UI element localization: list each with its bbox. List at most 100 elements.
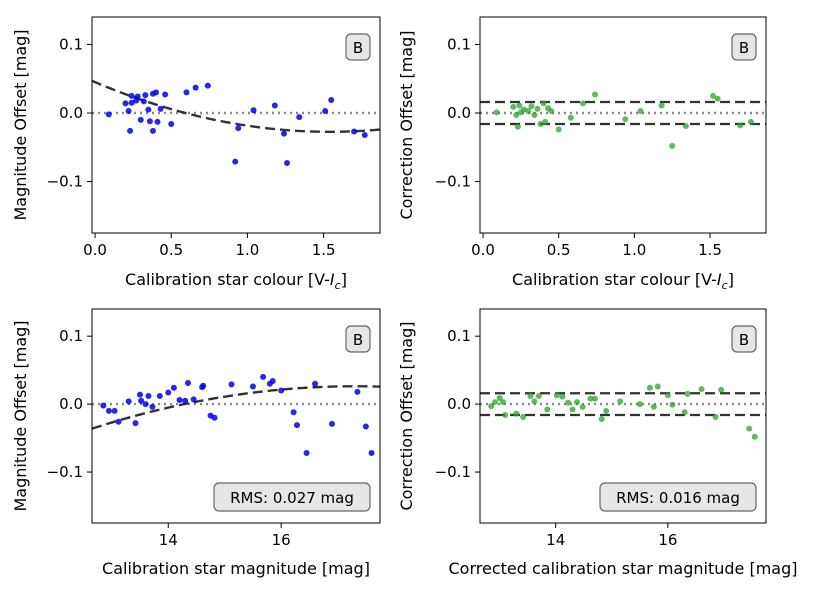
x-tick-label: 1.5 xyxy=(312,241,336,259)
axes-frame xyxy=(91,16,381,234)
data-point xyxy=(127,127,134,134)
data-point xyxy=(368,450,375,457)
data-point xyxy=(232,158,239,165)
data-point xyxy=(328,96,335,103)
data-point xyxy=(488,403,495,410)
data-point xyxy=(499,399,506,406)
data-point xyxy=(235,125,242,132)
badge-box xyxy=(731,33,757,61)
data-point xyxy=(100,402,107,409)
data-point xyxy=(105,111,112,118)
rms-box xyxy=(599,482,757,512)
data-point xyxy=(587,395,594,402)
data-point xyxy=(168,120,175,127)
data-point xyxy=(535,392,542,399)
data-point xyxy=(260,373,267,380)
x-axis-label-subscript: c xyxy=(722,279,728,292)
x-tick-label: 14 xyxy=(159,531,178,549)
data-point xyxy=(714,95,721,102)
data-point xyxy=(362,423,369,430)
x-tick-label: 0.0 xyxy=(83,241,107,259)
data-point xyxy=(278,387,285,394)
data-point xyxy=(115,418,122,425)
data-point xyxy=(537,120,544,127)
data-point xyxy=(698,386,705,393)
data-point xyxy=(153,89,159,96)
y-tick-label: −0.1 xyxy=(47,463,83,481)
fit-curve xyxy=(92,79,380,134)
y-tick-label: −0.1 xyxy=(435,463,471,481)
data-point xyxy=(293,422,300,429)
data-point xyxy=(303,450,310,457)
data-point xyxy=(200,382,207,389)
data-point xyxy=(329,420,335,427)
data-point xyxy=(654,383,661,390)
data-point xyxy=(284,160,291,167)
data-point xyxy=(145,392,152,399)
data-point xyxy=(737,122,744,129)
data-point xyxy=(567,114,574,121)
data-point xyxy=(531,112,538,119)
data-point xyxy=(637,107,644,114)
data-point xyxy=(125,398,132,405)
badge-label: B xyxy=(739,39,749,57)
data-point xyxy=(592,91,599,98)
x-tick-label: 0.5 xyxy=(159,241,183,259)
data-point xyxy=(322,107,329,114)
data-point xyxy=(514,123,521,130)
data-point xyxy=(138,397,145,404)
data-point xyxy=(751,433,758,440)
data-point xyxy=(176,397,183,404)
data-point xyxy=(271,102,278,109)
y-axis-label: Magnitude Offset [mag] xyxy=(11,320,30,511)
data-point xyxy=(185,380,191,387)
x-tick-label: 1.5 xyxy=(698,241,722,259)
data-point xyxy=(579,100,586,107)
y-axis-label: Correction Offset [mag] xyxy=(397,321,416,510)
data-point xyxy=(149,127,156,134)
data-point xyxy=(710,92,717,99)
data-point xyxy=(502,411,509,418)
data-point xyxy=(156,392,163,399)
x-tick-label: 0.5 xyxy=(547,241,571,259)
x-axis-label: Calibration star magnitude [mag] xyxy=(102,559,370,578)
data-point xyxy=(351,128,358,135)
data-point xyxy=(132,420,139,427)
data-point xyxy=(162,91,169,98)
panel-top-right: 0.1 0.0 −0.1 0.0 0.5 1.0 1.5 Correction Offset … xyxy=(397,16,767,292)
data-point xyxy=(134,93,141,100)
data-point xyxy=(145,106,152,113)
data-point xyxy=(646,384,653,391)
data-point xyxy=(669,142,676,149)
data-point xyxy=(559,393,566,400)
data-point xyxy=(137,391,143,398)
data-point xyxy=(296,114,303,121)
data-point xyxy=(182,397,189,404)
data-point xyxy=(354,388,361,395)
x-axis-label-main: Calibration star colour [V- xyxy=(512,270,717,289)
data-point xyxy=(137,116,144,123)
x-tick-label: 16 xyxy=(272,531,291,549)
data-point xyxy=(269,378,276,385)
badge-box xyxy=(345,325,371,353)
data-point xyxy=(105,407,112,414)
x-axis-label: Calibration star colour [V-Ic] xyxy=(512,270,734,292)
x-axis-label: Calibration star colour [V-Ic] xyxy=(125,270,347,292)
data-point xyxy=(528,103,535,110)
y-tick-label: 0.0 xyxy=(59,395,83,413)
axes-frame xyxy=(91,308,381,524)
data-point xyxy=(747,118,754,125)
data-point xyxy=(361,131,368,138)
x-axis-label-subscript: c xyxy=(335,279,341,292)
data-point xyxy=(516,102,523,109)
data-point xyxy=(681,409,688,416)
data-point xyxy=(520,106,527,113)
data-point xyxy=(544,406,551,413)
x-tick-label: 1.0 xyxy=(235,241,259,259)
data-point xyxy=(669,401,676,408)
data-point xyxy=(290,409,297,416)
data-point xyxy=(190,396,197,403)
y-tick-label: −0.1 xyxy=(435,173,471,191)
x-axis-label-close: ] xyxy=(728,270,734,289)
